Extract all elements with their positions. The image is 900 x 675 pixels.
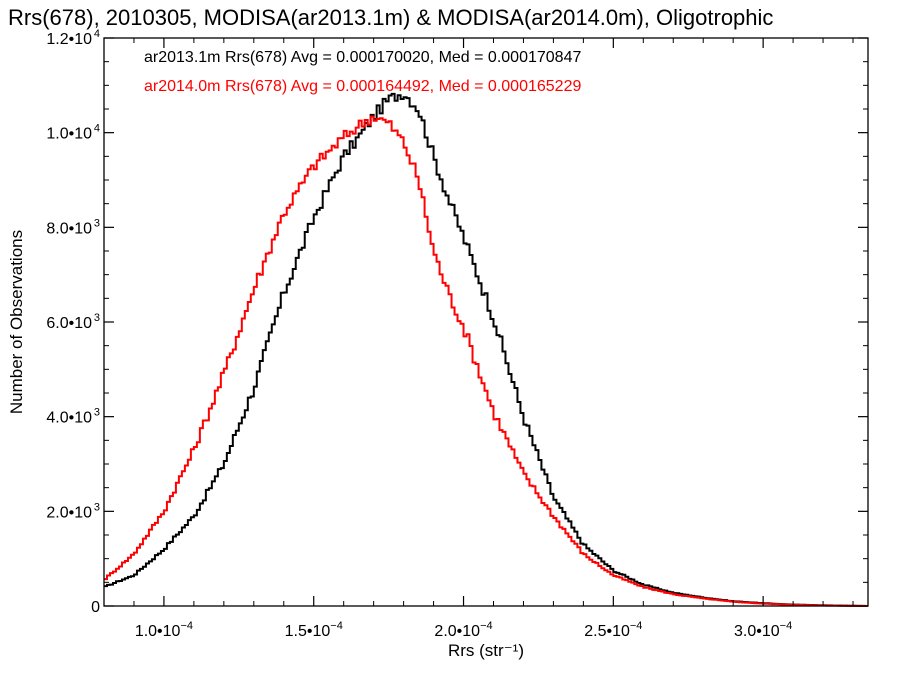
series-line-ar2013.1m <box>104 92 868 607</box>
x-tick-label: 3.0•10−4 <box>734 620 792 640</box>
legend-entry-ar2014: ar2014.0m Rrs(678) Avg = 0.000164492, Me… <box>144 78 581 95</box>
x-tick-mantissa: 1.0•10 <box>135 623 181 640</box>
y-tick-mantissa: 8.0•10 <box>46 220 92 237</box>
legend-entry-ar2013: ar2013.1m Rrs(678) Avg = 0.000170020, Me… <box>144 49 581 66</box>
y-tick-mantissa: 4.0•10 <box>46 410 92 427</box>
series-line-ar2014.0m <box>104 115 868 607</box>
y-tick-exponent: 3 <box>94 217 100 229</box>
y-axis-label: Number of Observations <box>7 230 26 414</box>
y-tick-label: 6.0•10 3 <box>46 312 100 332</box>
y-tick-exponent: 3 <box>94 312 100 324</box>
y-tick-mantissa: 6.0•10 <box>46 315 92 332</box>
y-tick-label: 4.0•10 3 <box>46 407 100 427</box>
x-tick-exponent: −4 <box>330 620 343 632</box>
y-tick-mantissa: 1.0•10 <box>46 126 92 143</box>
x-tick-label: 1.0•10−4 <box>135 620 193 640</box>
y-tick-mantissa: 1.2•10 <box>46 31 92 48</box>
chart-title: Rrs(678), 2010305, MODISA(ar2013.1m) & M… <box>8 5 773 30</box>
x-tick-label: 2.5•10−4 <box>584 620 642 640</box>
x-axis-label: Rrs (str⁻¹) <box>448 641 524 660</box>
plot-frame <box>103 37 869 607</box>
y-tick-exponent: 4 <box>94 28 100 40</box>
y-tick-exponent: 3 <box>94 501 100 513</box>
y-tick-mantissa: 2.0•10 <box>46 504 92 521</box>
x-tick-mantissa: 2.0•10 <box>434 623 480 640</box>
y-tick-label: 1.0•10 4 <box>46 123 100 143</box>
x-tick-mantissa: 1.5•10 <box>285 623 331 640</box>
x-tick-label: 1.5•10−4 <box>285 620 343 640</box>
legend: ar2013.1m Rrs(678) Avg = 0.000170020, Me… <box>144 49 581 95</box>
y-tick-exponent: 3 <box>94 407 100 419</box>
y-tick-label: 8.0•10 3 <box>46 217 100 237</box>
x-tick-label: 2.0•10−4 <box>434 620 492 640</box>
y-tick-label: 1.2•10 4 <box>46 28 100 48</box>
x-tick-mantissa: 2.5•10 <box>584 623 630 640</box>
x-axis-label-text: Rrs (str⁻¹) <box>448 641 524 660</box>
series-layer <box>104 92 868 607</box>
x-tick-exponent: −4 <box>480 620 493 632</box>
x-tick-exponent: −4 <box>780 620 793 632</box>
x-tick-exponent: −4 <box>630 620 643 632</box>
y-tick-exponent: 4 <box>94 123 100 135</box>
y-tick-label: 2.0•10 3 <box>46 501 100 521</box>
y-tick-mantissa: 0 <box>91 599 100 616</box>
x-tick-mantissa: 3.0•10 <box>734 623 780 640</box>
x-tick-exponent: −4 <box>180 620 193 632</box>
ticks-layer: 1.0•10−4 1.5•10−4 2.0•10−4 2.5•10−4 3.0•10−4… <box>46 28 868 640</box>
y-tick-label: 0 <box>91 599 100 616</box>
